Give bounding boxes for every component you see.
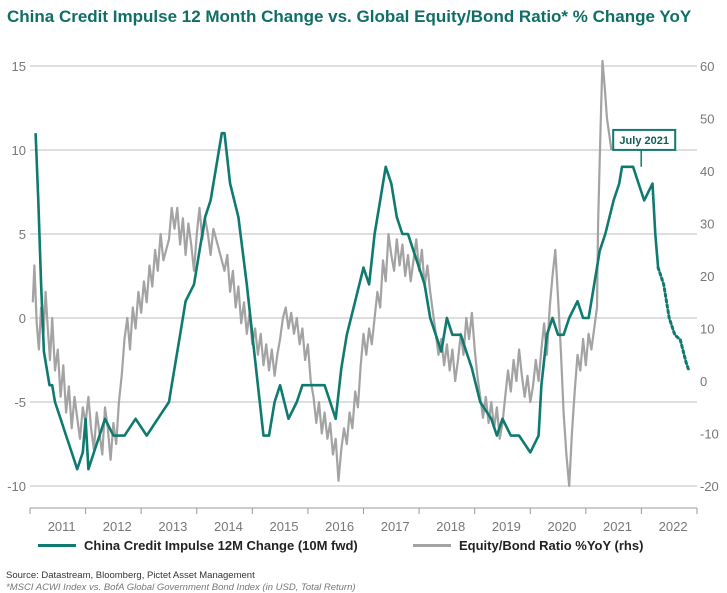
x-axis: 2011 2012 2013 2014 2015 2016 2017 2018 2019 2020… [29,507,698,534]
left-tick-label: 0 [19,311,26,326]
footnote: *MSCI ACWI Index vs. BofA Global Governm… [6,582,356,593]
x-tick-label: 2021 [603,519,632,534]
chart-title: China Credit Impulse 12 Month Change vs.… [7,7,692,26]
series-line-equity-bond [31,59,613,488]
legend-label-credit: China Credit Impulse 12M Change (10M fwd… [84,538,358,553]
left-tick-label: -5 [14,395,26,410]
x-tick-label: 2014 [214,519,243,534]
right-tick-label: 20 [700,269,714,284]
right-tick-label: 30 [700,217,714,232]
right-tick-label: -20 [700,479,719,494]
legend: China Credit Impulse 12M Change (10M fwd… [0,538,727,560]
right-tick-label: 50 [700,112,714,127]
left-tick-label: 10 [12,143,26,158]
x-tick-label: 2019 [492,519,521,534]
x-tick-label: 2016 [325,519,354,534]
left-tick-label: -10 [7,479,26,494]
x-tick-label: 2012 [103,519,132,534]
left-tick-label: 15 [12,59,26,74]
legend-label-equity: Equity/Bond Ratio %YoY (rhs) [459,538,644,553]
x-tick-label: 2017 [381,519,410,534]
right-tick-label: 10 [700,322,714,337]
series-lines [31,59,691,488]
left-axis-ticks: 15 10 5 0 -5 -10 [7,59,26,494]
left-tick-label: 5 [19,227,26,242]
legend-swatch-credit [38,544,76,547]
x-tick-label: 2022 [659,519,688,534]
x-tick-label: 2015 [270,519,299,534]
series-line-credit-forecast [656,266,691,372]
legend-item-credit: China Credit Impulse 12M Change (10M fwd… [38,538,358,553]
right-tick-label: 60 [700,59,714,74]
series-line-credit-impulse [34,131,660,471]
x-tick-label: 2011 [48,519,76,534]
annotation-label: July 2021 [619,135,669,147]
x-tick-label: 2020 [547,519,576,534]
annotation-july-2021: July 2021 [612,128,677,167]
legend-swatch-equity [413,544,451,547]
right-tick-label: 0 [700,374,707,389]
right-tick-label: 40 [700,164,714,179]
source-note: Source: Datastream, Bloomberg, Pictet As… [6,570,255,581]
annotation-box [612,128,677,151]
x-tick-label: 2018 [436,519,465,534]
x-tick-label: 2013 [158,519,187,534]
right-axis-ticks: 60 50 40 30 20 10 0 -10 -20 [700,59,719,494]
legend-item-equity: Equity/Bond Ratio %YoY (rhs) [413,538,643,553]
right-tick-label: -10 [700,427,719,442]
